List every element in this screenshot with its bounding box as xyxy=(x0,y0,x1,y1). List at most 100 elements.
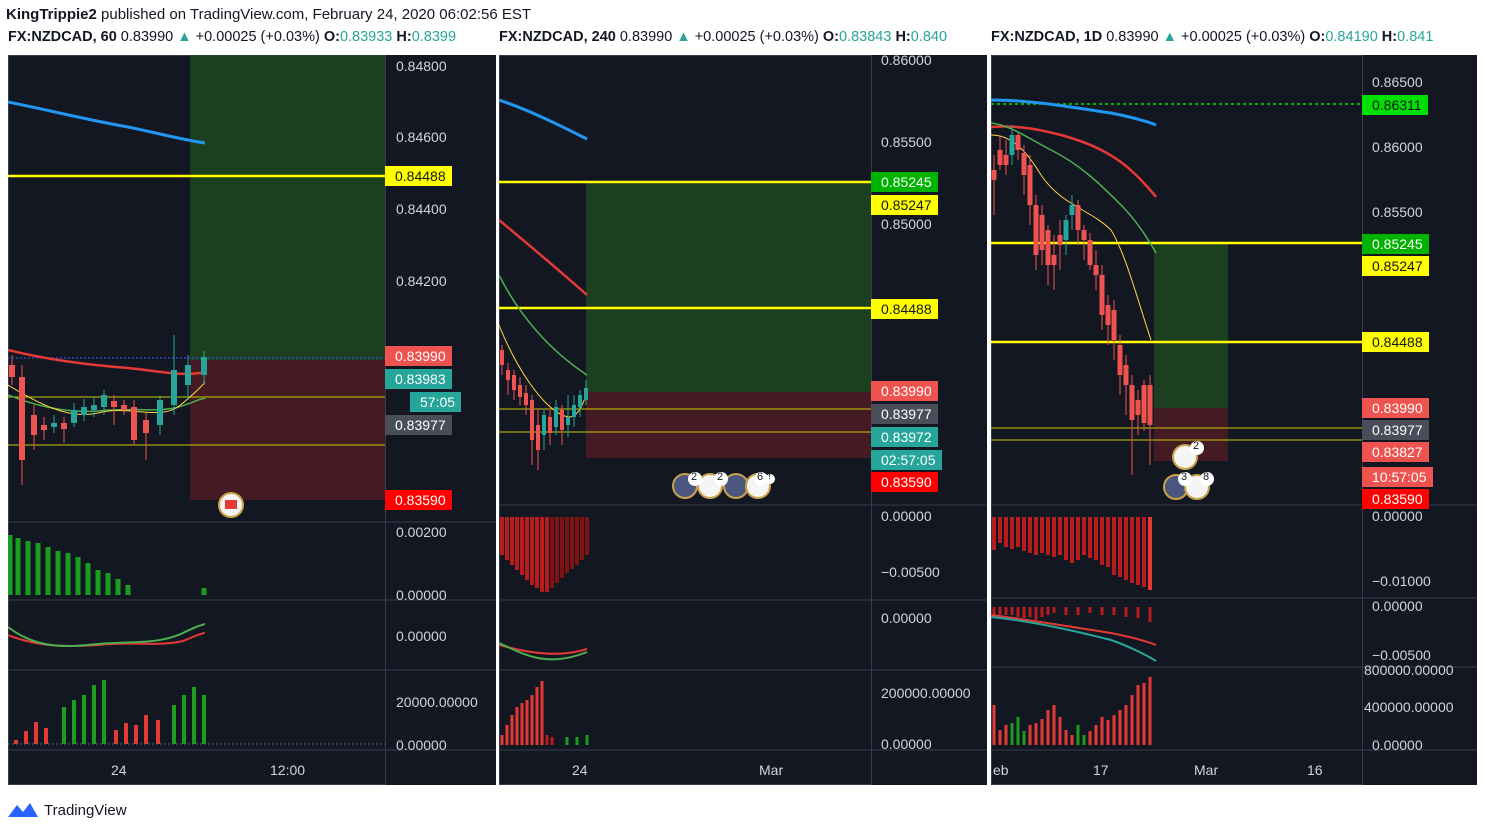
candle-body xyxy=(1117,345,1123,375)
bar xyxy=(1016,717,1020,745)
bar xyxy=(1028,607,1032,617)
indicator-axis-label: −0.00500 xyxy=(881,564,940,580)
bar xyxy=(1136,517,1140,585)
tradingview-footer[interactable]: TradingView xyxy=(8,798,127,822)
bar xyxy=(998,517,1002,543)
event-count: 2 xyxy=(691,471,698,483)
bar xyxy=(1112,715,1116,745)
time-axis-label: Mar xyxy=(759,762,784,778)
signal-green-line xyxy=(499,642,588,661)
signal-histogram xyxy=(992,607,1152,622)
bar xyxy=(1070,735,1074,745)
candle-body xyxy=(566,417,570,425)
candle-body xyxy=(201,357,207,375)
bar xyxy=(1136,607,1140,618)
bar xyxy=(992,607,996,615)
macd-histogram xyxy=(992,517,1152,590)
bar xyxy=(1142,517,1146,587)
chart-panel-240m[interactable]: 0.86000 0.85500 0.85000 0.85245 0.85247 … xyxy=(499,55,987,785)
bar xyxy=(1058,717,1062,745)
chart-canvas[interactable] xyxy=(8,55,496,785)
bar xyxy=(1100,517,1104,565)
bar xyxy=(510,715,514,745)
candle-body xyxy=(991,170,997,180)
loss-zone xyxy=(190,360,385,500)
chart-canvas[interactable] xyxy=(991,55,1477,785)
bar xyxy=(1100,717,1104,745)
candle-body xyxy=(31,415,37,435)
candle-body xyxy=(542,415,546,435)
bar xyxy=(585,735,589,745)
open-label: O: xyxy=(323,29,340,45)
event-count-badge xyxy=(688,472,702,486)
price-tag-level: 0.83977 xyxy=(871,404,938,424)
event-count: 2 xyxy=(717,471,724,483)
bar xyxy=(125,585,131,595)
brand-name: TradingView xyxy=(44,801,127,819)
open-value: 0.83843 xyxy=(839,29,892,45)
bar xyxy=(114,730,118,744)
chart-panel-1d[interactable]: 0.86500 0.86000 0.85500 0.86311 0.85245 … xyxy=(991,55,1477,785)
bar xyxy=(535,517,539,588)
bar xyxy=(565,737,569,745)
candle-body xyxy=(1105,305,1111,325)
volume-axis-label: 20000.00000 xyxy=(396,694,478,710)
time-axis-label: 12:00 xyxy=(270,762,306,778)
event-count-badge xyxy=(1190,441,1204,455)
bar xyxy=(1046,517,1050,555)
candle-body xyxy=(524,393,528,405)
macd-histogram xyxy=(500,517,589,592)
bar xyxy=(1004,517,1008,547)
bar xyxy=(1070,517,1074,563)
profit-zone xyxy=(190,55,385,360)
bar xyxy=(1106,517,1110,567)
price-tag-level: 0.84488 xyxy=(1362,332,1429,352)
bar xyxy=(1148,677,1152,745)
candles xyxy=(991,125,1153,475)
price-change: +0.00025 (+0.03%) xyxy=(694,29,819,45)
candle-body xyxy=(91,405,97,410)
bar xyxy=(1082,735,1086,745)
bar xyxy=(555,517,559,583)
bar xyxy=(92,685,96,744)
bar xyxy=(192,687,196,744)
bar xyxy=(115,579,121,595)
bar xyxy=(1076,517,1080,560)
volume-axis-label: 0.00000 xyxy=(396,737,447,753)
price-tag-target: 0.85245 xyxy=(871,172,938,192)
bar xyxy=(1034,517,1038,555)
symbol-line-1: FX:NZDCAD, 60 0.83990 ▲ +0.00025 (+0.03%… xyxy=(8,29,496,49)
price-axis-label: 0.86500 xyxy=(1372,74,1423,90)
bar xyxy=(1148,607,1152,622)
bar xyxy=(1028,517,1032,553)
high-label: H: xyxy=(895,29,911,45)
candle-body xyxy=(1111,310,1117,340)
macd-histogram xyxy=(8,535,207,595)
chart-canvas[interactable] xyxy=(499,55,987,785)
bar xyxy=(1124,607,1128,617)
open-label: O: xyxy=(1309,29,1326,45)
price-axis-label: 0.84800 xyxy=(396,58,447,74)
bar xyxy=(1064,730,1068,745)
candle-body xyxy=(554,407,558,427)
bar xyxy=(545,517,549,592)
ma-yellow-line xyxy=(8,381,206,416)
candle-body xyxy=(572,405,576,417)
bar xyxy=(1088,731,1092,745)
volume-axis-label: 800000.00000 xyxy=(1364,662,1454,678)
bar xyxy=(82,695,86,744)
bar xyxy=(1124,517,1128,580)
candle-body xyxy=(1057,235,1063,245)
countdown-tag: 02:57:05 xyxy=(871,450,942,470)
candle-body xyxy=(131,407,137,440)
ma-green-line xyxy=(499,274,588,376)
bar xyxy=(1088,607,1092,613)
price-axis-label: 0.86000 xyxy=(1372,139,1423,155)
bar xyxy=(182,695,186,744)
candle-body xyxy=(1129,385,1135,420)
author-name[interactable]: KingTrippie2 xyxy=(6,6,97,23)
candle-body xyxy=(1051,255,1057,265)
chart-panel-60m[interactable]: 0.84800 0.84600 0.84400 0.84200 0.84488 … xyxy=(8,55,496,785)
bar xyxy=(124,723,128,744)
candles xyxy=(500,345,588,470)
